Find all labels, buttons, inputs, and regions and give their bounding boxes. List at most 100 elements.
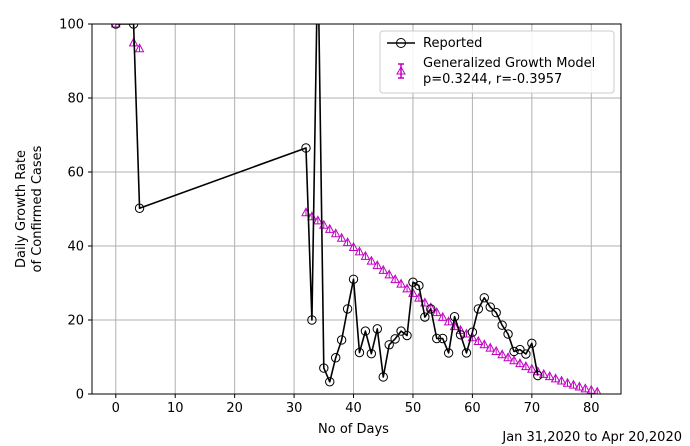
model-point xyxy=(372,260,383,270)
x-axis-label: No of Days xyxy=(318,422,389,437)
model-point xyxy=(390,274,400,284)
model-point xyxy=(568,379,579,389)
model-point xyxy=(330,228,341,238)
model-point xyxy=(110,24,121,28)
x-tick-label: 0 xyxy=(112,401,120,416)
x-tick-label: 30 xyxy=(286,401,303,416)
reported-point xyxy=(479,293,489,303)
model-point xyxy=(491,345,502,355)
y-tick-label: 100 xyxy=(59,18,84,33)
y-axis-label: Daily Growth Rate of Confirmed Cases xyxy=(14,145,45,272)
y-axis-label-line-2: of Confirmed Cases xyxy=(30,145,45,272)
date-range-note: Jan 31,2020 to Apr 20,2020 xyxy=(501,430,682,445)
model-point xyxy=(437,311,448,321)
reported-point xyxy=(473,304,484,314)
model-point xyxy=(556,375,567,385)
reported-point xyxy=(509,346,519,357)
model-point xyxy=(134,43,145,53)
y-tick-label: 20 xyxy=(67,314,84,329)
reported-point xyxy=(432,333,442,344)
series-layer xyxy=(110,24,602,394)
reported-point xyxy=(414,280,424,291)
reported-point xyxy=(348,274,359,284)
reported-point xyxy=(360,326,371,336)
reported-line xyxy=(115,24,539,383)
legend-swatch-reported-marker xyxy=(396,38,406,48)
reported-point xyxy=(372,324,383,334)
reported-point xyxy=(437,333,448,344)
reported-point xyxy=(426,304,436,314)
reported-point xyxy=(408,277,418,287)
reported-point xyxy=(301,143,311,153)
x-tick-label: 80 xyxy=(583,401,600,416)
model-point xyxy=(527,363,537,373)
model-point xyxy=(574,381,585,391)
model-point xyxy=(485,342,496,352)
y-tick-label: 40 xyxy=(67,240,84,255)
reported-point xyxy=(390,334,400,344)
legend: Reported Generalized Growth Model p=0.32… xyxy=(379,30,615,94)
reported-point xyxy=(527,338,537,349)
x-axis-label-text: No of Days xyxy=(318,422,389,437)
reported-point xyxy=(533,370,543,381)
model-point xyxy=(586,384,597,394)
x-tick-label: 20 xyxy=(226,401,243,416)
model-point xyxy=(544,371,555,381)
y-tick-label: 60 xyxy=(67,166,84,181)
reported-point xyxy=(342,304,353,314)
reported-point xyxy=(402,330,412,341)
model-point xyxy=(348,241,359,251)
model-point xyxy=(313,215,323,225)
y-tick-label: 0 xyxy=(76,388,84,403)
plot-frame xyxy=(91,23,622,395)
model-point xyxy=(402,283,412,293)
model-point xyxy=(431,307,442,317)
reported-point xyxy=(336,335,347,345)
reported-point xyxy=(420,312,430,322)
reported-point xyxy=(497,320,507,330)
model-point xyxy=(562,377,573,387)
reported-point xyxy=(485,302,495,312)
legend-label-model-line-2: p=0.3244, r=-0.3957 xyxy=(423,72,562,87)
model-point xyxy=(324,223,335,233)
model-point xyxy=(593,386,602,394)
reported-point xyxy=(443,348,454,358)
model-point xyxy=(550,373,561,383)
reported-point xyxy=(319,363,329,373)
legend-box xyxy=(379,30,615,94)
x-tick-label: 60 xyxy=(464,401,481,416)
reported-point xyxy=(325,377,335,387)
model-point xyxy=(473,335,484,345)
model-point xyxy=(360,250,371,260)
legend-swatch-model-marker xyxy=(396,65,406,75)
reported-point xyxy=(354,347,365,358)
x-tick-label: 40 xyxy=(345,401,362,416)
model-point xyxy=(378,264,389,274)
reported-point xyxy=(307,315,317,325)
y-axis-label-line-1: Daily Growth Rate xyxy=(14,150,29,268)
reported-point xyxy=(111,24,121,29)
model-point xyxy=(396,278,406,288)
model-point xyxy=(336,232,347,242)
reported-point xyxy=(455,330,466,340)
model-point xyxy=(342,237,353,247)
reported-point xyxy=(366,348,377,359)
model-point xyxy=(408,287,418,297)
reported-point xyxy=(503,329,513,339)
reported-point xyxy=(330,353,341,363)
model-point xyxy=(509,355,519,365)
reported-point xyxy=(449,311,460,322)
ticks: 0 10 20 30 40 50 60 70 80 0 20 40 60 80 100 xyxy=(59,18,599,417)
reported-point xyxy=(521,349,531,359)
reported-point xyxy=(384,340,394,350)
model-point xyxy=(479,339,490,349)
model-point xyxy=(366,255,377,265)
reported-point xyxy=(134,203,145,213)
legend-entry-growth-model: Generalized Growth Model p=0.3244, r=-0.… xyxy=(396,56,595,87)
legend-label-reported: Reported xyxy=(423,36,482,51)
model-point xyxy=(503,352,513,362)
legend-entry-reported: Reported xyxy=(387,36,482,51)
reported-point xyxy=(467,327,478,337)
reported-point xyxy=(461,348,472,358)
